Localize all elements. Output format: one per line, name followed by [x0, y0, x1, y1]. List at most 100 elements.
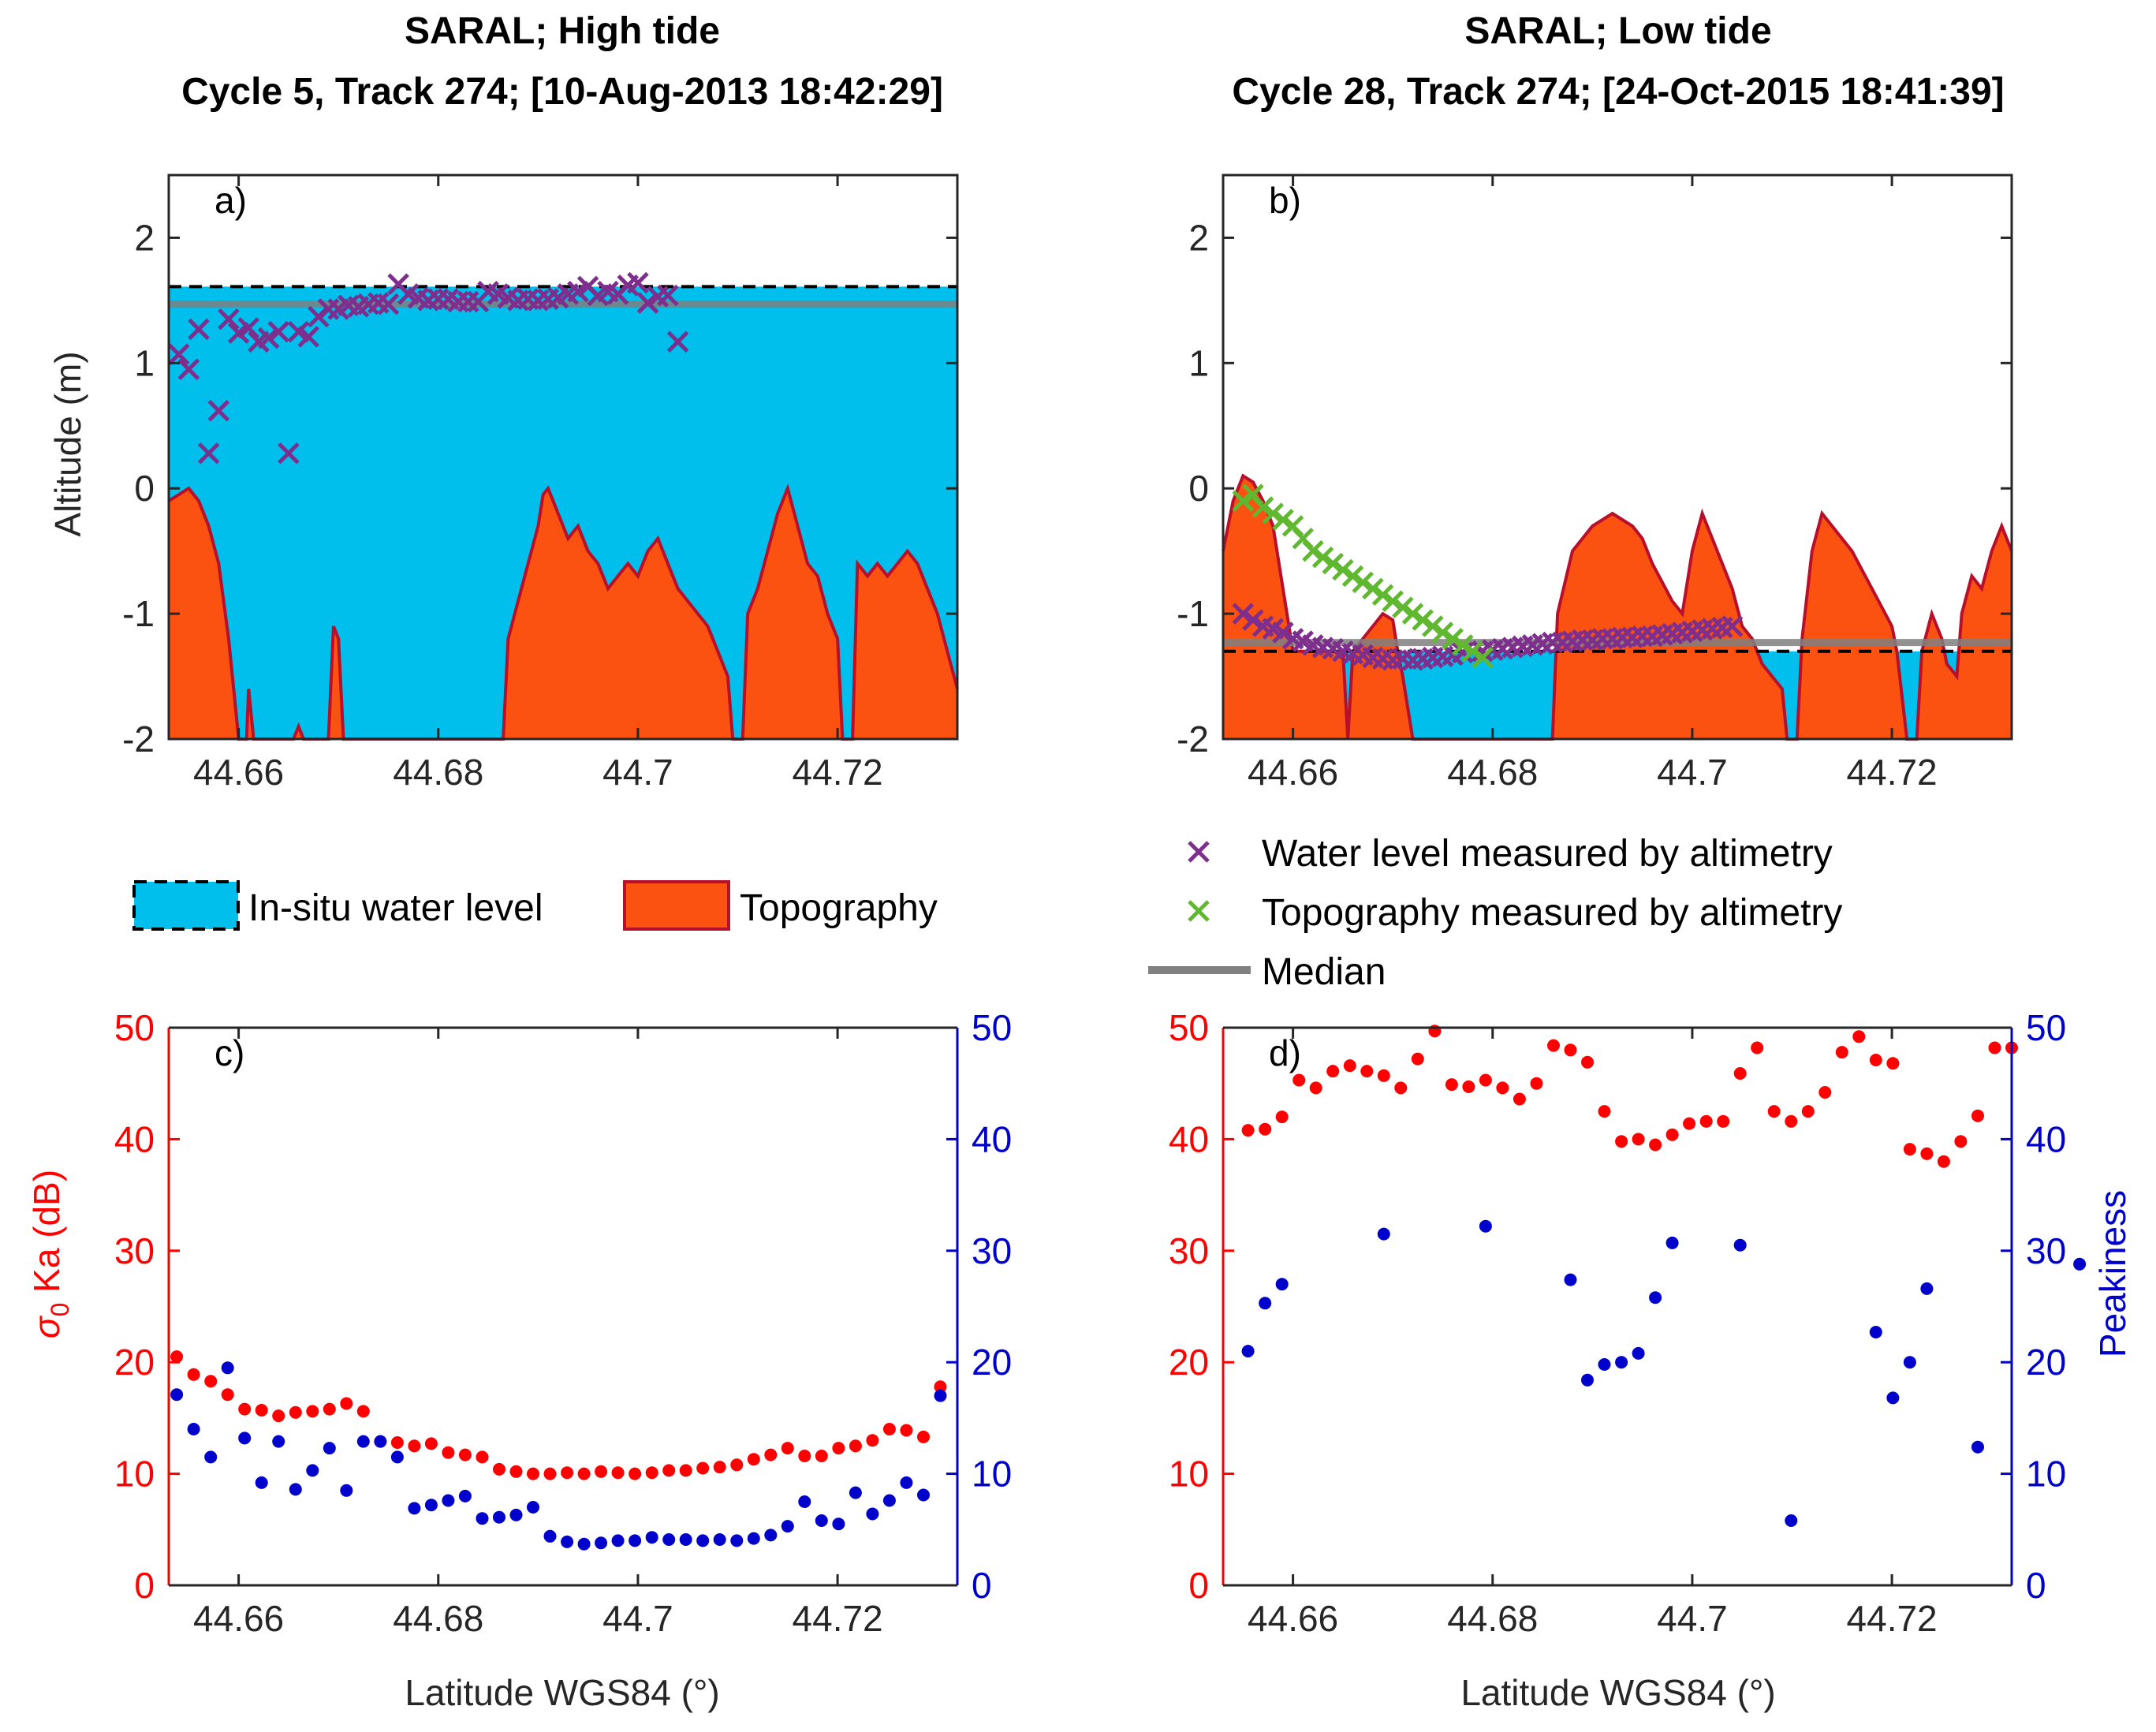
sigma0-point: [1411, 1052, 1424, 1066]
y-tick-label: -1: [122, 593, 155, 634]
sigma0-point: [272, 1409, 285, 1423]
peakiness-point: [1903, 1356, 1916, 1369]
panel-label: d): [1269, 1032, 1301, 1073]
sigma0-point: [424, 1437, 438, 1450]
topography-marker-stroke2: [1452, 634, 1474, 656]
peakiness-point: [595, 1536, 608, 1550]
sigma0-point: [509, 1465, 523, 1478]
peakiness-point: [1649, 1291, 1662, 1305]
sigma0-point: [900, 1424, 913, 1437]
sigma0-point: [577, 1467, 591, 1480]
water-level-marker-stroke2: [197, 442, 220, 465]
peakiness-point: [1971, 1440, 1984, 1454]
water-level-marker: [197, 442, 220, 465]
peakiness-point: [866, 1507, 879, 1521]
topography-marker-stroke2: [1352, 571, 1374, 594]
sigma0-point: [306, 1405, 319, 1418]
water-level-marker: [207, 399, 230, 422]
peakiness-point: [815, 1514, 828, 1527]
sigma0-point: [1275, 1110, 1289, 1124]
topography-marker: [1302, 539, 1324, 562]
peakiness-point: [1785, 1514, 1798, 1527]
topography-marker-stroke2: [1461, 640, 1484, 663]
sigma0-point: [1835, 1046, 1848, 1059]
peakiness-point: [1581, 1373, 1594, 1387]
peakiness-point: [424, 1499, 438, 1512]
topography-marker-stroke2: [1292, 528, 1315, 550]
y-tick-label-right: 40: [972, 1118, 1012, 1159]
topography-marker-stroke2: [1232, 490, 1255, 512]
sigma0-point: [1581, 1055, 1594, 1069]
peakiness-point: [1886, 1391, 1900, 1405]
sigma0-point: [1988, 1041, 2001, 1055]
sigma0-point: [815, 1450, 828, 1462]
sigma0-point: [289, 1405, 302, 1419]
topography-marker-stroke2: [1431, 622, 1454, 644]
topography-area: [169, 488, 957, 739]
peakiness-point: [493, 1510, 505, 1524]
water-level-marker: [1272, 622, 1294, 644]
peakiness-point: [1733, 1238, 1747, 1252]
sigma0-point: [493, 1462, 505, 1476]
peakiness-point: [1259, 1297, 1272, 1310]
peakiness-point: [832, 1517, 845, 1531]
sigma0-point: [1683, 1117, 1696, 1130]
ylabel-sigma0: σ0 Ka (dB): [26, 1170, 74, 1338]
sigma0-point: [561, 1466, 574, 1480]
xlabel-d: Latitude WGS84 (°): [1460, 1672, 1775, 1713]
topography-marker-stroke2: [1371, 584, 1394, 607]
water-level-marker-stroke2: [218, 308, 240, 330]
water-level-marker: [257, 327, 280, 349]
y-tick-label: 2: [1188, 217, 1209, 258]
water-level-marker-stroke2: [1251, 615, 1274, 637]
y-tick-label: 50: [1169, 1007, 1209, 1048]
y-tick-label-right: 0: [972, 1565, 992, 1606]
water-level-marker: [188, 318, 210, 341]
topography-marker-stroke2: [1341, 565, 1364, 588]
panel-label: a): [214, 180, 247, 221]
y-tick-label-right: 10: [972, 1454, 1012, 1495]
legend-marker-water-altimetry: [1188, 841, 1210, 863]
sigma0-point: [442, 1446, 455, 1459]
peakiness-point: [356, 1435, 370, 1448]
y-tick-label-right: 20: [2026, 1342, 2066, 1383]
topography-marker: [1371, 584, 1394, 607]
sigma0-point: [1733, 1067, 1747, 1080]
sigma0-point: [1377, 1069, 1390, 1082]
ylabel-peakiness: Peakiness: [2092, 1190, 2133, 1357]
topography-marker: [1412, 609, 1434, 631]
water-level-marker-stroke2: [257, 327, 280, 349]
x-tick-label: 44.72: [1847, 752, 1938, 793]
water-level-marker: [377, 293, 400, 315]
sigma0-point: [1326, 1065, 1340, 1078]
water-level-marker: [1232, 603, 1255, 625]
y-tick-label-right: 30: [2026, 1230, 2066, 1271]
peakiness-point: [340, 1484, 353, 1497]
y-tick-label: 0: [134, 1565, 155, 1606]
sigma0-point: [1665, 1128, 1679, 1141]
topography-marker: [1341, 565, 1364, 588]
sigma0-point: [611, 1466, 625, 1480]
title-left-line2: Cycle 5, Track 274; [10-Aug-2013 18:42:2…: [181, 71, 943, 113]
topography-marker-stroke2: [1302, 539, 1324, 562]
water-level-marker-stroke2: [1302, 634, 1324, 656]
water-level-marker: [237, 317, 260, 339]
sigma0-point: [204, 1375, 218, 1388]
sigma0-point: [1394, 1081, 1408, 1095]
y-tick-label: 40: [1169, 1118, 1209, 1159]
water-level-marker-stroke2: [437, 288, 460, 311]
title-left-line1: SARAL; High tide: [405, 10, 720, 52]
legend-swatch-insitu-outline: [132, 880, 240, 931]
water-level-marker-stroke2: [278, 442, 300, 465]
water-level-marker: [297, 326, 319, 348]
sigma0-point: [713, 1461, 726, 1474]
panel-label: c): [214, 1032, 244, 1073]
peakiness-point: [1665, 1236, 1679, 1249]
topography-marker: [1352, 571, 1374, 594]
sigma0-point: [340, 1397, 353, 1410]
topography-marker-stroke2: [1382, 590, 1404, 612]
sigma0-point: [1462, 1080, 1475, 1093]
topography-marker: [1332, 558, 1354, 581]
topography-marker: [1452, 634, 1474, 656]
peakiness-point: [306, 1464, 319, 1477]
